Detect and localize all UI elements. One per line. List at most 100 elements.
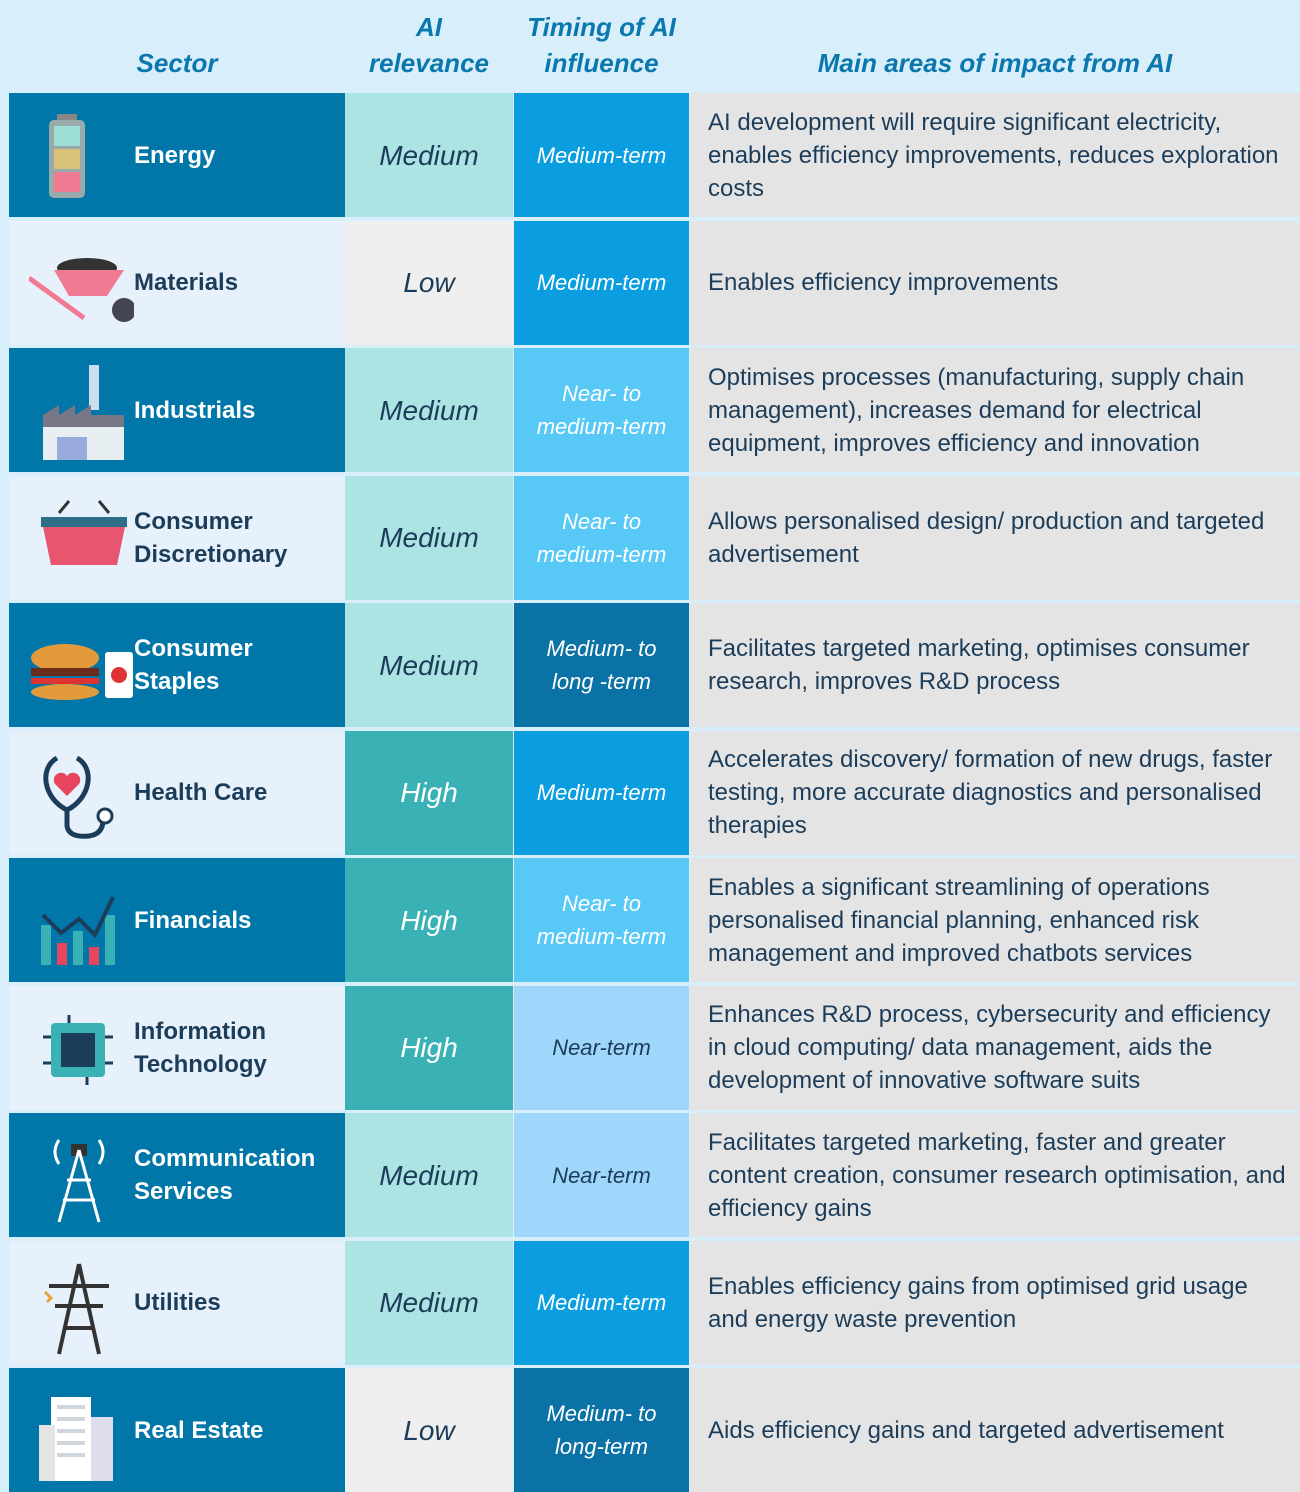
header-cell: AI relevance (369, 12, 489, 78)
impact-cell: Enhances R&D process, cybersecurity and … (690, 985, 1300, 1110)
relevance-cell-text: High (400, 777, 458, 808)
relevance-cell: Low (345, 220, 513, 345)
impact-cell: Aids efficiency gains and targeted adver… (690, 1368, 1300, 1492)
relevance-cell: Medium (345, 603, 513, 727)
relevance-cell-text: Medium (379, 1287, 479, 1318)
sector-cell-text: Industrials (134, 396, 256, 424)
sector-icon (31, 644, 133, 700)
impact-cell-text: Accelerates discovery/ formation of new … (708, 746, 1273, 839)
sector-cell: Utilities (9, 1240, 345, 1365)
sector-cell-text: Utilities (134, 1289, 221, 1316)
impact-cell-text: Facilitates targeted marketing, optimise… (708, 635, 1250, 695)
timing-cell: Medium-term (514, 730, 689, 855)
timing-cell-text: Near- to medium-term (536, 381, 667, 439)
timing-cell: Medium-term (514, 220, 689, 345)
impact-cell-text: Allows personalised design/ production a… (708, 507, 1265, 568)
sector-cell-text: Energy (134, 141, 216, 169)
impact-cell: AI development will require significant … (690, 93, 1300, 217)
sector-cell: Consumer Staples (9, 603, 345, 727)
relevance-cell: Medium (345, 1113, 513, 1237)
timing-cell-text: Near-term (552, 1035, 651, 1060)
impact-cell-text: Enables efficiency improvements (708, 269, 1059, 296)
timing-cell: Near-term (514, 985, 689, 1110)
sector-cell-text: Consumer Discretionary (134, 507, 288, 568)
sector-cell: Information Technology (9, 985, 345, 1110)
sector-cell: Energy (9, 93, 345, 217)
sector-cell-text: Real Estate (134, 1416, 264, 1444)
timing-cell: Medium-term (514, 1240, 689, 1365)
sector-cell: Communication Services (9, 1113, 345, 1237)
timing-cell: Near-term (514, 1113, 689, 1237)
relevance-cell: High (345, 858, 513, 982)
timing-cell-text: Medium- to long -term (546, 636, 657, 694)
sector-icon (39, 1397, 113, 1481)
sector-icon (29, 257, 134, 322)
sector-cell-text: Communication Services (134, 1145, 316, 1205)
sector-cell-text: Health Care (134, 779, 268, 806)
impact-cell-text: Aids efficiency gains and targeted adver… (708, 1416, 1224, 1444)
relevance-cell-text: Medium (379, 522, 479, 553)
timing-cell-text: Near-term (552, 1162, 651, 1188)
relevance-cell-text: High (400, 904, 458, 936)
sector-cell-text: Information Technology (134, 1017, 267, 1078)
timing-cell-text: Medium-term (536, 142, 667, 168)
impact-cell-text: Enables a significant streamlining of op… (708, 873, 1210, 967)
sector-icon (49, 114, 85, 198)
sector-icon (43, 1263, 109, 1354)
relevance-cell-text: Medium (379, 139, 479, 171)
relevance-cell: High (345, 730, 513, 855)
timing-cell: Near- to medium-term (514, 858, 689, 982)
header-cell: Sector (136, 48, 218, 78)
sector-icon (43, 1014, 113, 1085)
timing-cell-text: Medium-term (536, 780, 667, 805)
relevance-cell-text: Low (403, 267, 455, 298)
impact-cell: Optimises processes (manufacturing, supp… (690, 348, 1300, 472)
sector-cell: Financials (9, 858, 345, 982)
sector-cell: Health Care (9, 730, 345, 855)
relevance-cell: Medium (345, 475, 513, 600)
sector-icon (41, 896, 115, 965)
sector-icon (53, 1139, 105, 1223)
sector-icon (43, 365, 124, 460)
impact-cell: Accelerates discovery/ formation of new … (690, 730, 1300, 855)
relevance-cell-text: Medium (379, 649, 479, 681)
relevance-cell: High (345, 985, 513, 1110)
sector-cell: Industrials (9, 348, 345, 472)
relevance-cell: Low (345, 1368, 513, 1492)
sector-cell-text: Financials (134, 906, 252, 934)
impact-cell: Facilitates targeted marketing, faster a… (690, 1113, 1300, 1237)
impact-cell: Facilitates targeted marketing, optimise… (690, 603, 1300, 727)
relevance-cell: Medium (345, 348, 513, 472)
sector-icon (41, 499, 127, 565)
header-cell: Main areas of impact from AI (817, 48, 1173, 78)
relevance-cell: Medium (345, 93, 513, 217)
impact-cell: Allows personalised design/ production a… (690, 475, 1300, 600)
sector-cell: Consumer Discretionary (9, 475, 345, 600)
sector-cell: Materials (9, 220, 345, 345)
relevance-cell-text: High (400, 1032, 458, 1063)
timing-cell: Near- to medium-term (514, 348, 689, 472)
relevance-cell-text: Medium (379, 1159, 479, 1191)
sector-cell-text: Materials (134, 269, 239, 296)
relevance-cell: Medium (345, 1240, 513, 1365)
header-cell: Timing of AI influence (527, 12, 676, 78)
timing-cell-text: Medium-term (536, 1290, 667, 1315)
impact-cell-text: Enables efficiency gains from optimised … (708, 1272, 1248, 1333)
timing-cell-text: Medium-term (536, 270, 667, 295)
timing-cell: Medium- to long -term (514, 603, 689, 727)
timing-cell-text: Medium- to long-term (546, 1401, 657, 1459)
impact-cell: Enables a significant streamlining of op… (690, 858, 1300, 982)
timing-cell-text: Near- to medium-term (536, 508, 667, 567)
sector-cell: Real Estate (9, 1368, 345, 1492)
impact-cell-text: Enhances R&D process, cybersecurity and … (708, 1001, 1271, 1094)
impact-cell-text: AI development will require significant … (708, 108, 1279, 202)
impact-cell: Enables efficiency gains from optimised … (690, 1240, 1300, 1365)
relevance-cell-text: Low (403, 1414, 455, 1446)
impact-cell: Enables efficiency improvements (690, 220, 1300, 345)
timing-cell: Near- to medium-term (514, 475, 689, 600)
impact-cell-text: Facilitates targeted marketing, faster a… (708, 1128, 1286, 1222)
sector-icon (43, 755, 114, 839)
sector-cell-text: Consumer Staples (134, 635, 253, 695)
relevance-cell-text: Medium (379, 394, 479, 426)
